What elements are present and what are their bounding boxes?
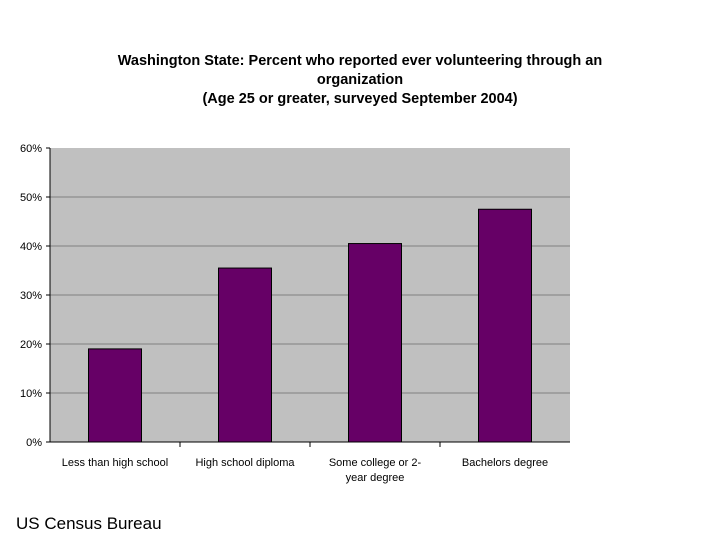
source-note: US Census Bureau bbox=[16, 514, 162, 533]
chart-title-line-1: Washington State: Percent who reported e… bbox=[117, 53, 603, 69]
x-category-label: Some college or 2- bbox=[329, 457, 422, 469]
y-tick-label: 40% bbox=[20, 241, 42, 253]
x-category-label: year degree bbox=[346, 472, 405, 484]
bar bbox=[478, 208, 532, 443]
x-category-label: Less than high school bbox=[62, 457, 168, 469]
chart-title-line-2: organization bbox=[316, 72, 404, 88]
chart-title-line-3: (Age 25 or greater, surveyed September 2… bbox=[202, 91, 518, 107]
bar bbox=[218, 267, 272, 443]
y-tick-label: 10% bbox=[20, 388, 42, 400]
y-tick-label: 50% bbox=[20, 192, 42, 204]
bar bbox=[348, 243, 402, 443]
y-tick-label: 20% bbox=[20, 339, 42, 351]
chart-title: Washington State: Percent who reported e… bbox=[40, 52, 680, 109]
bar bbox=[88, 348, 142, 443]
y-tick-label: 0% bbox=[26, 437, 42, 449]
y-tick-label: 30% bbox=[20, 290, 42, 302]
y-tick-label: 60% bbox=[20, 143, 42, 155]
x-category-label: High school diploma bbox=[195, 457, 295, 469]
x-category-label: Bachelors degree bbox=[462, 457, 548, 469]
